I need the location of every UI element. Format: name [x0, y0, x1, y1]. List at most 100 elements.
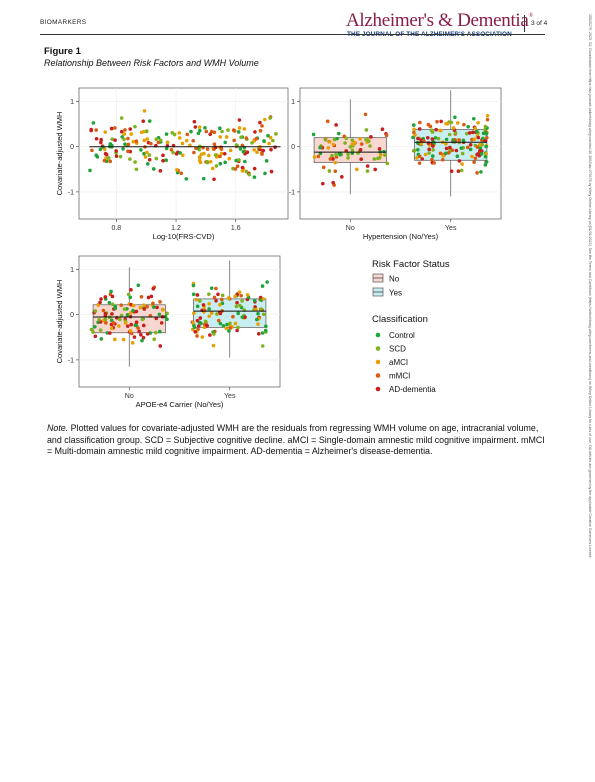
apoe-point [207, 292, 211, 296]
scatter-point [267, 141, 271, 146]
hypertension-point [346, 152, 350, 157]
apoe-point [93, 309, 98, 313]
scatter-point [189, 129, 193, 134]
scatter-point [197, 125, 202, 129]
apoe-point [225, 322, 229, 327]
scatter-point [271, 138, 275, 143]
scatter-point [126, 136, 130, 141]
hypertension-point [473, 126, 478, 131]
scatter-point [268, 135, 273, 140]
scatter-point [218, 135, 223, 139]
scatter-point [237, 126, 242, 130]
hypertension-point [472, 160, 476, 164]
scatter-point [102, 158, 107, 163]
scatter-point [131, 139, 136, 144]
scatter-point [123, 142, 127, 146]
apoe-point [192, 311, 196, 316]
apoe-point [98, 328, 103, 332]
scatter-point [252, 166, 257, 171]
scatter-point [177, 136, 182, 140]
scatter-point [109, 126, 114, 131]
apoe-point [191, 320, 195, 325]
scatter-point [98, 147, 103, 152]
hypertension-point [432, 141, 436, 145]
scatter-point [114, 149, 118, 153]
figure-title: Relationship Between Risk Factors and WM… [44, 58, 259, 68]
hypertension-point [479, 152, 484, 156]
scatter-point [258, 147, 262, 152]
apoe-point [136, 326, 140, 330]
scatter-point [223, 160, 227, 165]
hypertension-point [453, 115, 457, 120]
apoe-point [157, 312, 162, 317]
legend-class-key [375, 386, 381, 392]
apoe-point [110, 302, 115, 307]
scatter-point [106, 156, 111, 160]
hypertension-point [460, 151, 465, 156]
apoe-point [131, 303, 136, 308]
hypertension-point [411, 123, 416, 127]
apoe-point [209, 311, 214, 315]
scatter-point [212, 142, 217, 146]
scatter-point [143, 155, 148, 159]
scatter-point [161, 158, 165, 163]
apoe-point [233, 294, 237, 299]
hypertension-point [373, 167, 377, 172]
scatter-point [164, 158, 169, 162]
apoe-point [214, 286, 218, 291]
apoe-point [99, 337, 104, 341]
apoe-point [103, 317, 108, 322]
scatter-point [122, 132, 127, 136]
scatter-point [213, 145, 218, 150]
hypertension-point [481, 136, 485, 141]
hypertension-point [412, 127, 416, 132]
hypertension-point [457, 138, 461, 142]
scatter-point [217, 126, 222, 130]
apoe-point [237, 303, 242, 308]
apoe-point [141, 323, 146, 328]
hypertension-point [431, 148, 435, 152]
scatter-ytick-label: 1 [70, 99, 74, 106]
apoe-point [220, 293, 225, 298]
legend-risk-item: No [389, 275, 400, 284]
scatter-point [212, 177, 216, 182]
apoe-point [195, 334, 199, 338]
apoe-point [126, 292, 131, 297]
scatter-point [244, 136, 249, 140]
apoe-point [103, 311, 108, 316]
hypertension-point [454, 148, 459, 153]
scatter-point [164, 146, 169, 151]
hypertension-point [350, 138, 355, 142]
apoe-point [233, 321, 238, 326]
hypertension-point [484, 144, 488, 149]
apoe-point [158, 300, 162, 304]
apoe-point [145, 332, 150, 336]
scatter-point [242, 127, 247, 131]
apoe-point [220, 297, 224, 302]
scatter-point [192, 119, 197, 124]
apoe-point [245, 293, 250, 297]
scatter-point [243, 159, 247, 164]
scatter-point [198, 128, 202, 133]
scatter-point [269, 147, 273, 152]
apoe-point [194, 297, 199, 302]
apoe-point [101, 308, 106, 313]
scatter-point [222, 151, 227, 156]
figure-label: Figure 1 [44, 46, 81, 57]
apoe-point [209, 286, 214, 290]
apoe-point [111, 321, 116, 325]
apoe-point [261, 297, 266, 301]
hypertension-point [338, 152, 342, 157]
hypertension-point [461, 138, 466, 143]
hypertension-point [331, 142, 336, 147]
scatter-point [118, 154, 123, 159]
apoe-point [110, 312, 114, 316]
apoe-point [256, 322, 260, 326]
hypertension-point [451, 139, 456, 144]
scatter-point [198, 160, 203, 165]
scatter-point [247, 172, 252, 177]
apoe-point [113, 304, 118, 309]
apoe-point [155, 305, 159, 310]
apoe-point [265, 280, 269, 284]
note-prefix: Note. [47, 423, 69, 433]
